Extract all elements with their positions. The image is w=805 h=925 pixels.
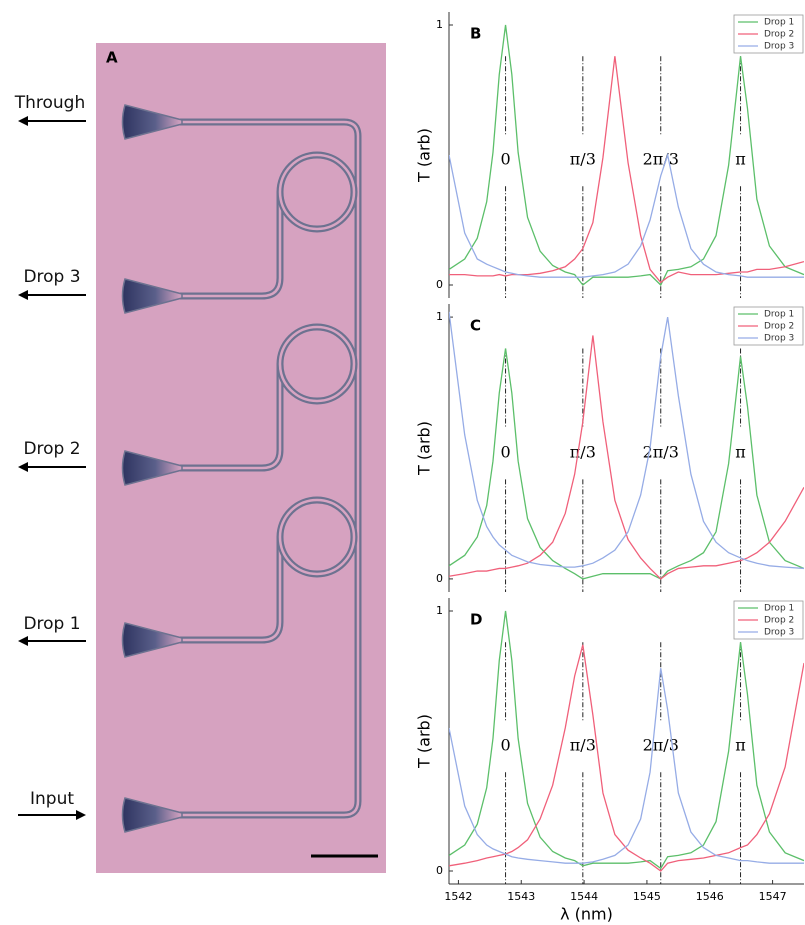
phase-label: 0 <box>500 150 510 169</box>
port-label: Input <box>30 789 74 809</box>
y-tick-label: 1 <box>436 310 443 323</box>
series-line <box>449 644 804 872</box>
legend: Drop 1 Drop 2 Drop 3 <box>733 306 804 346</box>
y-tick-label: 0 <box>436 864 443 877</box>
y-axis-label: T (arb) <box>415 421 434 476</box>
phase-label: 2π/3 <box>643 150 679 169</box>
legend-label: Drop 1 <box>764 18 794 28</box>
phase-label: π/3 <box>570 736 596 755</box>
panel-label: D <box>470 611 482 629</box>
chart: 0 1 T (arb) B 0 π/3 2π/3 π Drop 1 Drop 2 Drop 3 <box>415 12 804 298</box>
phase-label: 0 <box>500 443 510 462</box>
x-tick-label: 1547 <box>759 890 787 903</box>
legend-label: Drop 2 <box>764 322 794 332</box>
phase-label: π <box>735 150 746 169</box>
legend-label: Drop 1 <box>764 604 794 614</box>
legend: Drop 1 Drop 2 Drop 3 <box>733 14 804 54</box>
y-axis-label: T (arb) <box>415 128 434 183</box>
series-line <box>449 335 804 580</box>
x-tick-label: 1545 <box>633 890 661 903</box>
series-line <box>449 24 804 287</box>
legend-label: Drop 1 <box>764 310 794 320</box>
series-line <box>449 56 804 284</box>
chart: 0 1 T (arb) C 0 π/3 2π/3 π Drop 1 Drop 2 Drop 3 <box>415 304 804 592</box>
x-axis-label: λ (nm) <box>560 905 613 924</box>
grating-couplers <box>121 104 183 833</box>
series-line <box>449 348 804 580</box>
y-tick-label: 1 <box>436 18 443 31</box>
panel-label: A <box>106 49 118 67</box>
panel-label: B <box>470 25 481 43</box>
phase-label: 2π/3 <box>643 443 679 462</box>
x-tick-label: 1546 <box>696 890 724 903</box>
legend-label: Drop 3 <box>764 42 794 52</box>
port-label: Drop 3 <box>23 267 80 287</box>
chart-panels: 0 1 T (arb) B 0 π/3 2π/3 π Drop 1 Drop 2 Drop 3 0 1 T… <box>415 12 804 924</box>
x-tick-label: 1543 <box>507 890 535 903</box>
panel-label: C <box>470 317 481 335</box>
phase-label: π/3 <box>570 443 596 462</box>
legend-label: Drop 2 <box>764 616 794 626</box>
series-line <box>449 311 804 570</box>
x-tick-label: 1544 <box>570 890 598 903</box>
y-tick-label: 0 <box>436 278 443 291</box>
chart: 0 1 1542 1543 1544 1545 1546 1547 T (arb) λ (nm) D… <box>415 598 804 924</box>
legend-label: Drop 3 <box>764 628 794 638</box>
x-tick-label: 1542 <box>444 890 472 903</box>
waveguides <box>180 122 358 815</box>
y-tick-label: 1 <box>436 604 443 617</box>
phase-label: π <box>735 443 746 462</box>
port-labels: Through Drop 3 Drop 2 Drop 1 Input <box>14 93 86 820</box>
port-label: Drop 2 <box>23 439 80 459</box>
series-line <box>449 152 804 278</box>
legend-label: Drop 2 <box>764 30 794 40</box>
y-tick-label: 0 <box>436 572 443 585</box>
port-label: Through <box>14 93 86 113</box>
y-axis-label: T (arb) <box>415 714 434 769</box>
phase-label: π <box>735 736 746 755</box>
series-line <box>449 610 804 870</box>
phase-label: 2π/3 <box>643 736 679 755</box>
panel-a: A Through Drop 3 Drop 2 Drop 1 <box>14 43 386 873</box>
port-label: Drop 1 <box>23 614 80 634</box>
legend: Drop 1 Drop 2 Drop 3 <box>733 600 804 640</box>
phase-label: 0 <box>500 736 510 755</box>
legend-label: Drop 3 <box>764 334 794 344</box>
series-line <box>449 668 804 864</box>
phase-label: π/3 <box>570 150 596 169</box>
